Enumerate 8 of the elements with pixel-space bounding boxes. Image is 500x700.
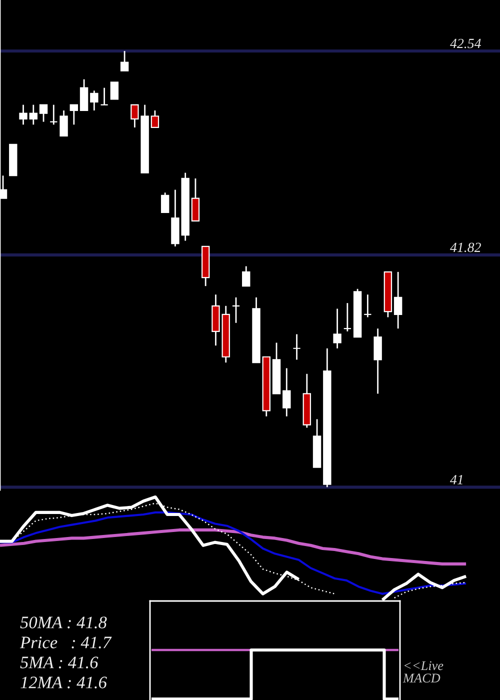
- text: 12MA : 41.6: [20, 676, 107, 688]
- annotation: <<Live MACD: [402, 661, 444, 683]
- y-tick-label: 41.82: [450, 242, 481, 252]
- y-tick-label: 41: [450, 475, 462, 484]
- text: 5MA : 41.6: [20, 656, 98, 668]
- y-tick-label: 42.54: [450, 38, 481, 48]
- text: Price : 41.7: [20, 636, 112, 648]
- text: 50MA : 41.8: [20, 616, 107, 628]
